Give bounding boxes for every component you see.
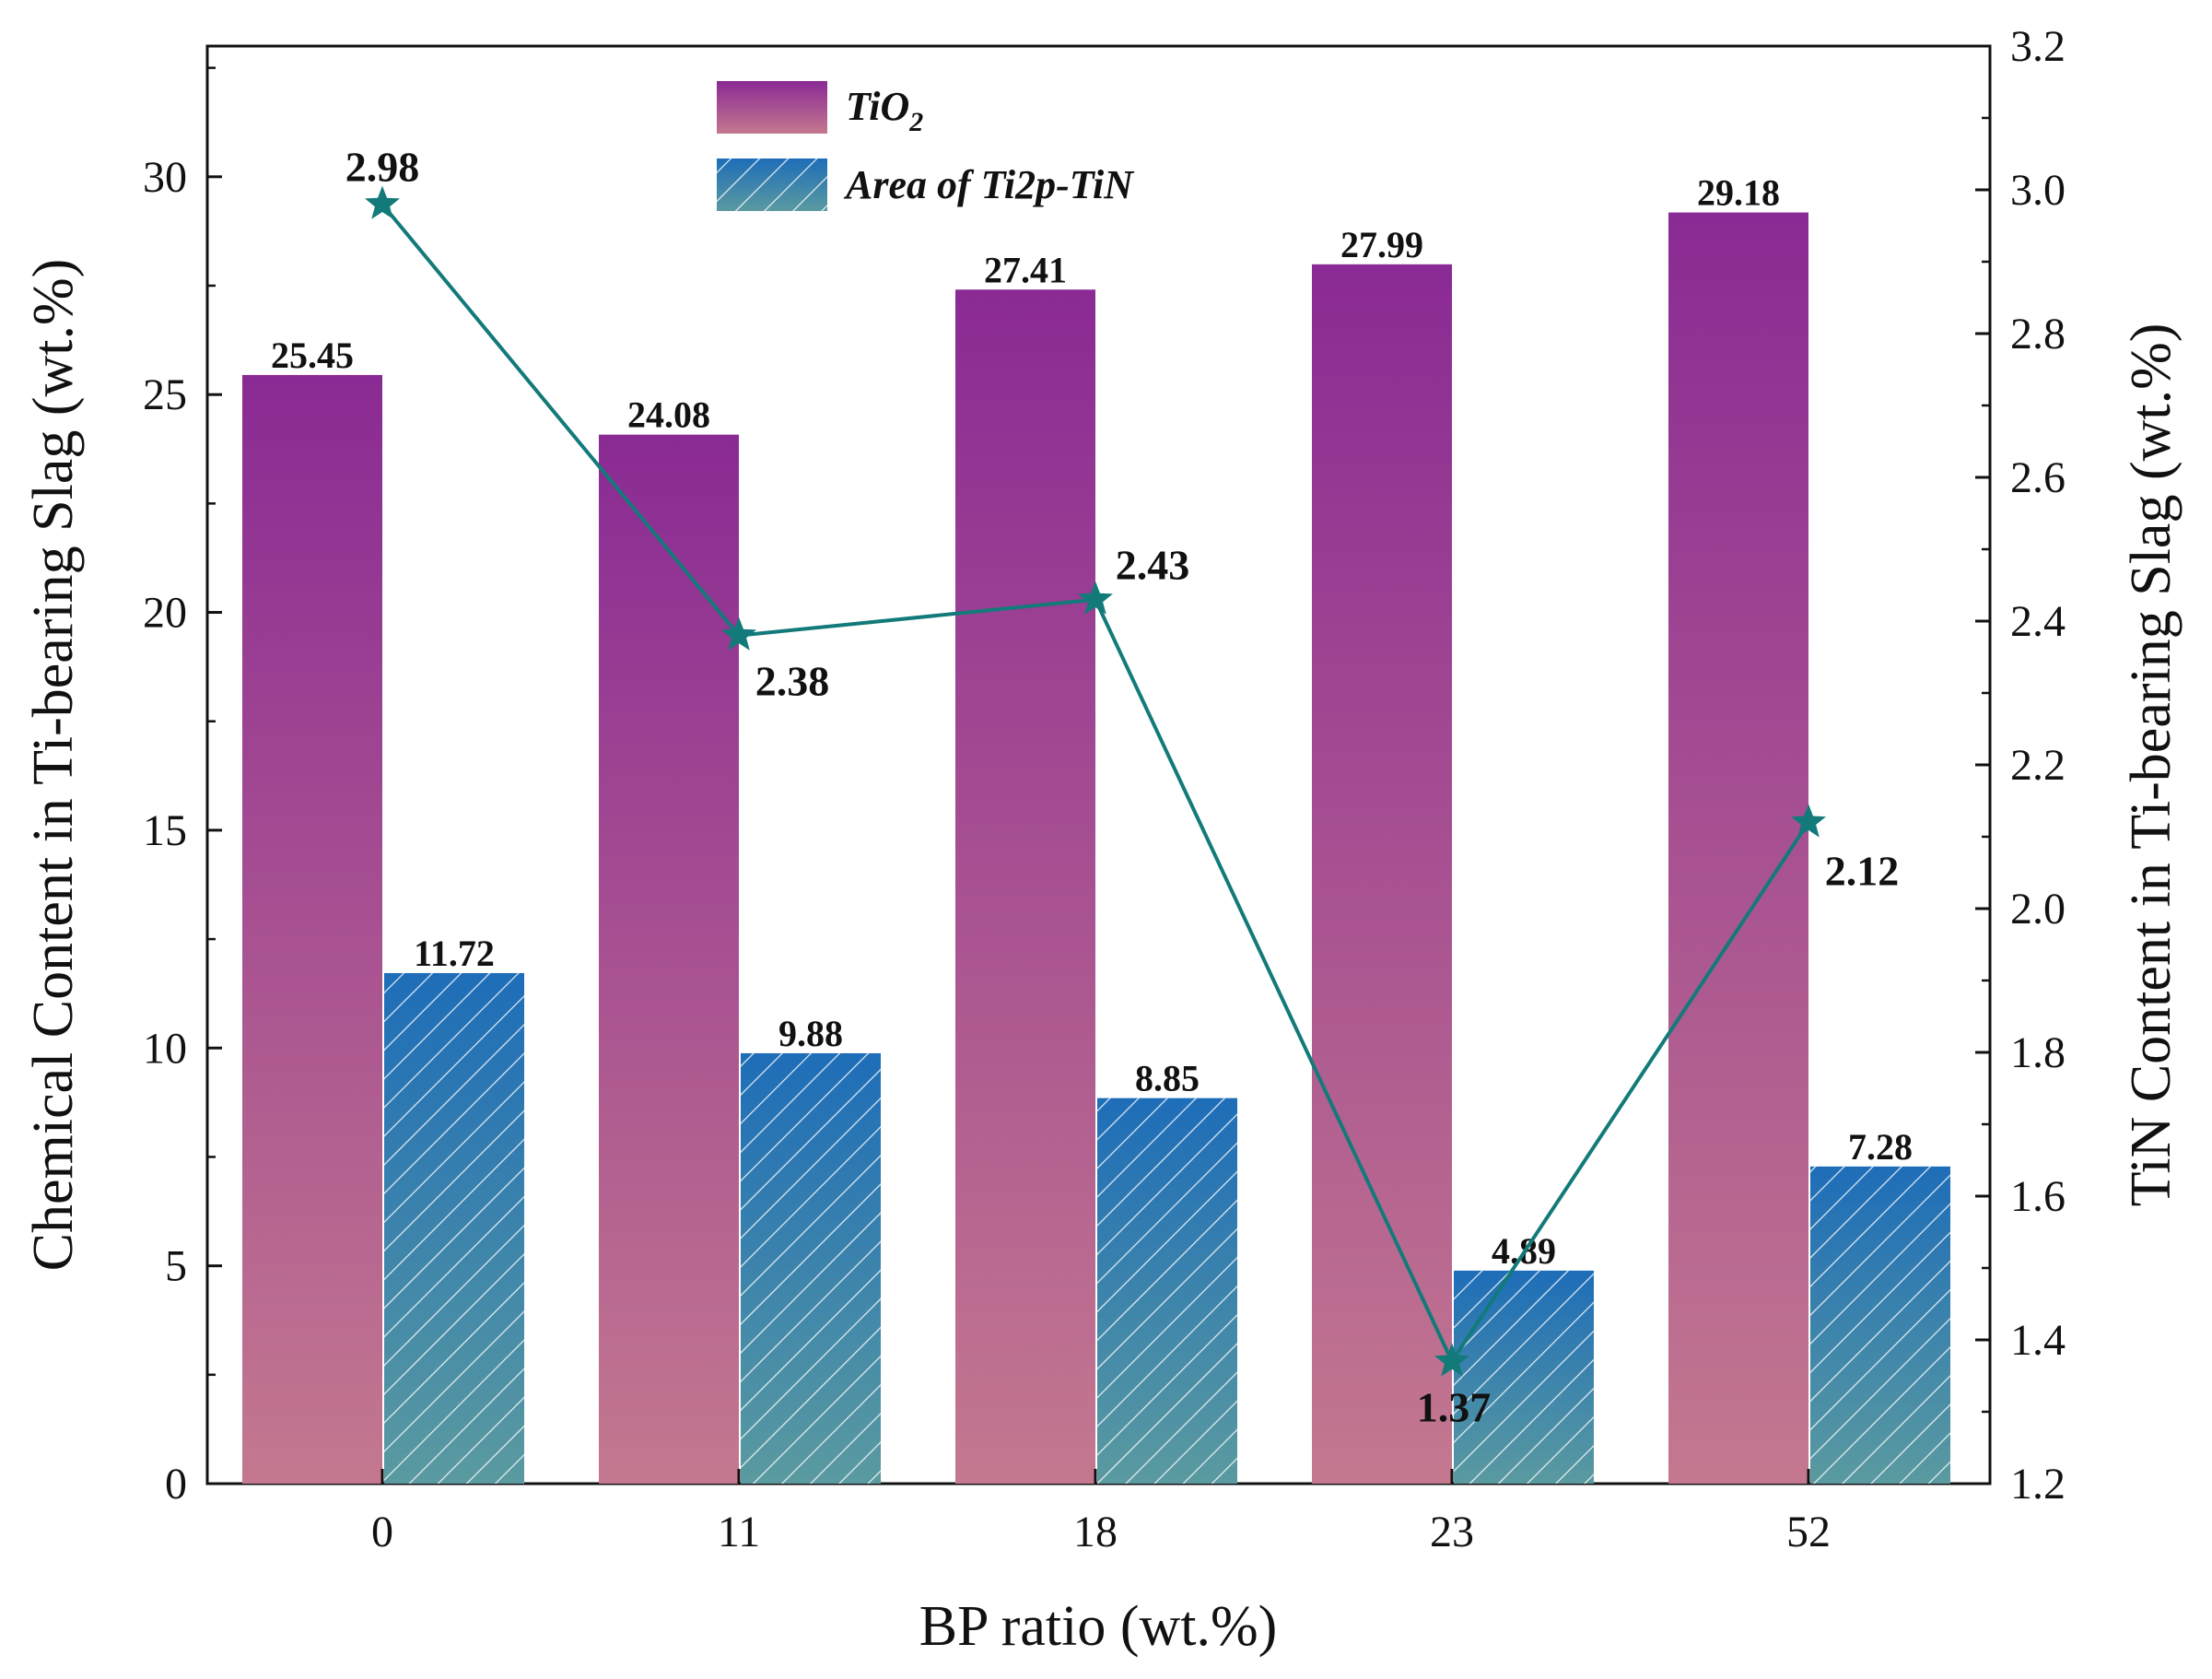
bar-ti2p-tin-hatch-11 (741, 1052, 881, 1484)
legend-label-ti2p-tin: Area of Ti2p-TiN (843, 162, 1135, 207)
legend-label-tio2-main: TiO (846, 84, 909, 129)
y-axis-title: Chemical Content in Ti-bearing Slag (wt.… (22, 259, 85, 1272)
bar-label-ti2p-tin-52: 7.28 (1848, 1126, 1913, 1168)
x-tick-label-18: 18 (1073, 1508, 1118, 1556)
y2-tick-label-2.0: 2.0 (2010, 885, 2066, 933)
bar-tio2-52 (1668, 212, 1808, 1485)
bar-ti2p-tin-hatch-52 (1810, 1166, 1950, 1484)
x-tick-label-11: 11 (718, 1508, 760, 1556)
line-point-tin-11 (721, 616, 756, 651)
x-axis-title: BP ratio (wt.%) (919, 1595, 1278, 1658)
bar-label-tio2-11: 24.08 (627, 394, 710, 436)
line-label-tin-52: 2.12 (1825, 847, 1900, 894)
bar-tio2-0 (242, 374, 382, 1485)
bar-ti2p-tin-hatch-0 (384, 972, 524, 1484)
y-tick-label-20: 20 (143, 589, 187, 638)
bar-label-tio2-0: 25.45 (271, 335, 354, 376)
bar-label-ti2p-tin-11: 9.88 (778, 1013, 843, 1054)
y2-tick-label-1.6: 1.6 (2010, 1172, 2066, 1221)
bar-label-tio2-23: 27.99 (1340, 224, 1423, 265)
y-tick-label-15: 15 (143, 806, 187, 855)
y2-axis-title: TiN Content in Ti-bearing Slag (wt.%) (2120, 323, 2183, 1207)
y2-tick-label-2.6: 2.6 (2010, 453, 2066, 502)
y-tick-label-30: 30 (143, 153, 187, 202)
bar-tio2-11 (599, 434, 739, 1484)
line-point-tin-23 (1434, 1343, 1469, 1377)
bar-ti2p-tin-hatch-18 (1097, 1098, 1237, 1484)
line-label-tin-23: 1.37 (1417, 1383, 1492, 1430)
bar-label-ti2p-tin-0: 11.72 (414, 933, 495, 974)
y2-tick-label-2.2: 2.2 (2010, 741, 2066, 790)
y2-tick-label-2.4: 2.4 (2010, 597, 2066, 646)
y-tick-label-0: 0 (165, 1460, 187, 1509)
bar-tio2-23 (1312, 264, 1452, 1484)
y2-tick-label-2.8: 2.8 (2010, 310, 2066, 358)
bar-ti2p-tin-hatch-23 (1454, 1270, 1594, 1484)
legend-label-tio2: TiO2 (846, 84, 923, 137)
y2-tick-label-1.2: 1.2 (2010, 1460, 2066, 1509)
line-label-tin-0: 2.98 (345, 144, 420, 191)
y2-tick-label-3.0: 3.0 (2010, 166, 2066, 215)
line-label-tin-11: 2.38 (755, 658, 830, 705)
x-tick-label-0: 0 (371, 1508, 393, 1556)
line-layer: 2.98 2.38 2.43 1.37 2.12 (345, 144, 1900, 1431)
bar-label-ti2p-tin-18: 8.85 (1135, 1058, 1200, 1099)
bar-label-tio2-18: 27.41 (984, 249, 1067, 290)
y-tick-label-10: 10 (143, 1024, 187, 1073)
y-tick-label-25: 25 (143, 370, 187, 419)
x-tick-label-52: 52 (1786, 1508, 1831, 1556)
line-point-tin-18 (1078, 581, 1113, 615)
y2-tick-label-3.2: 3.2 (2010, 22, 2066, 71)
legend-swatch-ti2p-tin-hatch (717, 159, 827, 211)
line-point-tin-0 (365, 185, 400, 219)
x-tick-label-23: 23 (1430, 1508, 1474, 1556)
line-point-tin-52 (1791, 804, 1826, 838)
bars-layer (242, 212, 1950, 1485)
bar-tio2-18 (955, 289, 1095, 1485)
legend-label-tio2-subscript: 2 (908, 107, 923, 137)
legend: TiO2 Area of Ti2p-TiN (717, 81, 1135, 211)
legend-swatch-tio2 (717, 81, 827, 134)
y-tick-label-5: 5 (165, 1242, 187, 1291)
y2-tick-label-1.4: 1.4 (2010, 1316, 2066, 1365)
axes-layer: 0510152025301.21.41.61.82.02.22.42.62.83… (143, 22, 2066, 1556)
line-label-tin-18: 2.43 (1116, 542, 1190, 589)
y2-tick-label-1.8: 1.8 (2010, 1028, 2066, 1077)
bar-label-tio2-52: 29.18 (1697, 172, 1780, 214)
